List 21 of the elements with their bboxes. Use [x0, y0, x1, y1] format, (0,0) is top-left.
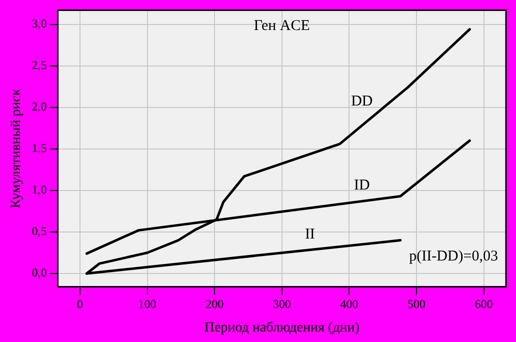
y-tick-label: 2,5	[32, 58, 47, 72]
annotation: p(II-DD)=0,03	[409, 248, 498, 265]
x-tick-label: 0	[77, 297, 84, 312]
series-label: DD	[351, 93, 373, 110]
x-tick-label: 500	[407, 297, 426, 312]
x-axis-title: Период наблюдения (дни)	[204, 320, 360, 336]
x-tick-label: 600	[474, 297, 493, 312]
series-label: ID	[354, 178, 370, 194]
y-tick-label: 1,5	[32, 141, 47, 156]
y-tick-label: 2,0	[32, 100, 47, 114]
x-tick-label: 100	[138, 297, 156, 312]
y-tick-label: 0,5	[32, 224, 47, 238]
y-tick-label: 0,0	[32, 266, 47, 280]
x-tick-label: 200	[206, 297, 224, 312]
y-axis-title: Кумулятивный риск	[9, 88, 24, 208]
y-tick-label: 1,0	[32, 182, 47, 197]
series-label: II	[304, 226, 315, 243]
y-tick-label: 3,0	[32, 16, 47, 30]
x-tick-label: 300	[272, 297, 291, 312]
text: Ген ACE	[254, 18, 310, 34]
x-tick-label: 400	[340, 297, 358, 312]
